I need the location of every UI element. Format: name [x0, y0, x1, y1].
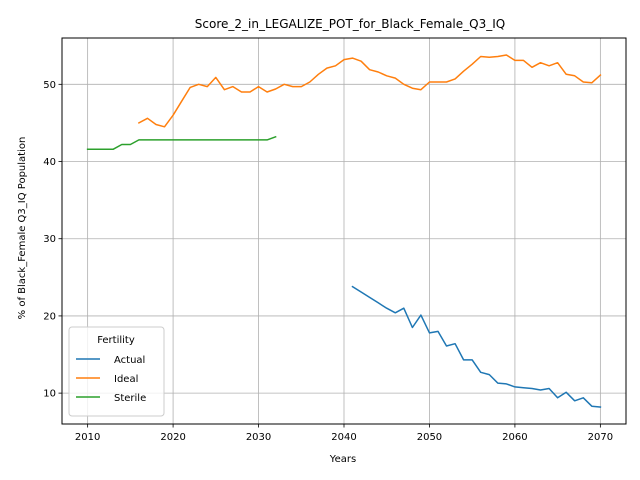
y-tick-label: 50: [43, 80, 56, 91]
grid: [62, 38, 626, 424]
x-tick-label: 2060: [502, 432, 527, 443]
legend-label-sterile: Sterile: [114, 393, 146, 404]
y-axis-label: % of Black_Female Q3_IQ Population: [17, 137, 28, 320]
x-tick-label: 2050: [417, 432, 442, 443]
x-tick-label: 2040: [331, 432, 356, 443]
legend-title: Fertility: [97, 335, 135, 346]
x-tick-label: 2030: [246, 432, 271, 443]
x-axis-label: Years: [329, 454, 356, 465]
y-tick-label: 10: [43, 389, 56, 400]
legend: Fertility Actual Ideal Sterile: [68, 326, 165, 417]
series-line-ideal: [137, 54, 602, 128]
legend-box: [68, 326, 165, 417]
series-layer: [86, 54, 602, 408]
y-tick-label: 40: [43, 157, 56, 168]
chart-title: Score_2_in_LEGALIZE_POT_for_Black_Female…: [195, 17, 505, 31]
legend-label-actual: Actual: [114, 355, 145, 366]
x-tick-label: 2020: [160, 432, 185, 443]
y-tick-label: 20: [43, 311, 56, 322]
x-axis-ticks: 2010 2020 2030 2040 2050 2060 2070: [75, 424, 613, 443]
legend-label-ideal: Ideal: [114, 374, 138, 385]
x-tick-label: 2010: [75, 432, 100, 443]
y-tick-label: 30: [43, 234, 56, 245]
y-axis-ticks: 10 20 30 40 50: [43, 80, 62, 400]
series-line-actual: [351, 285, 602, 408]
x-tick-label: 2070: [588, 432, 613, 443]
series-line-sterile: [86, 135, 277, 150]
